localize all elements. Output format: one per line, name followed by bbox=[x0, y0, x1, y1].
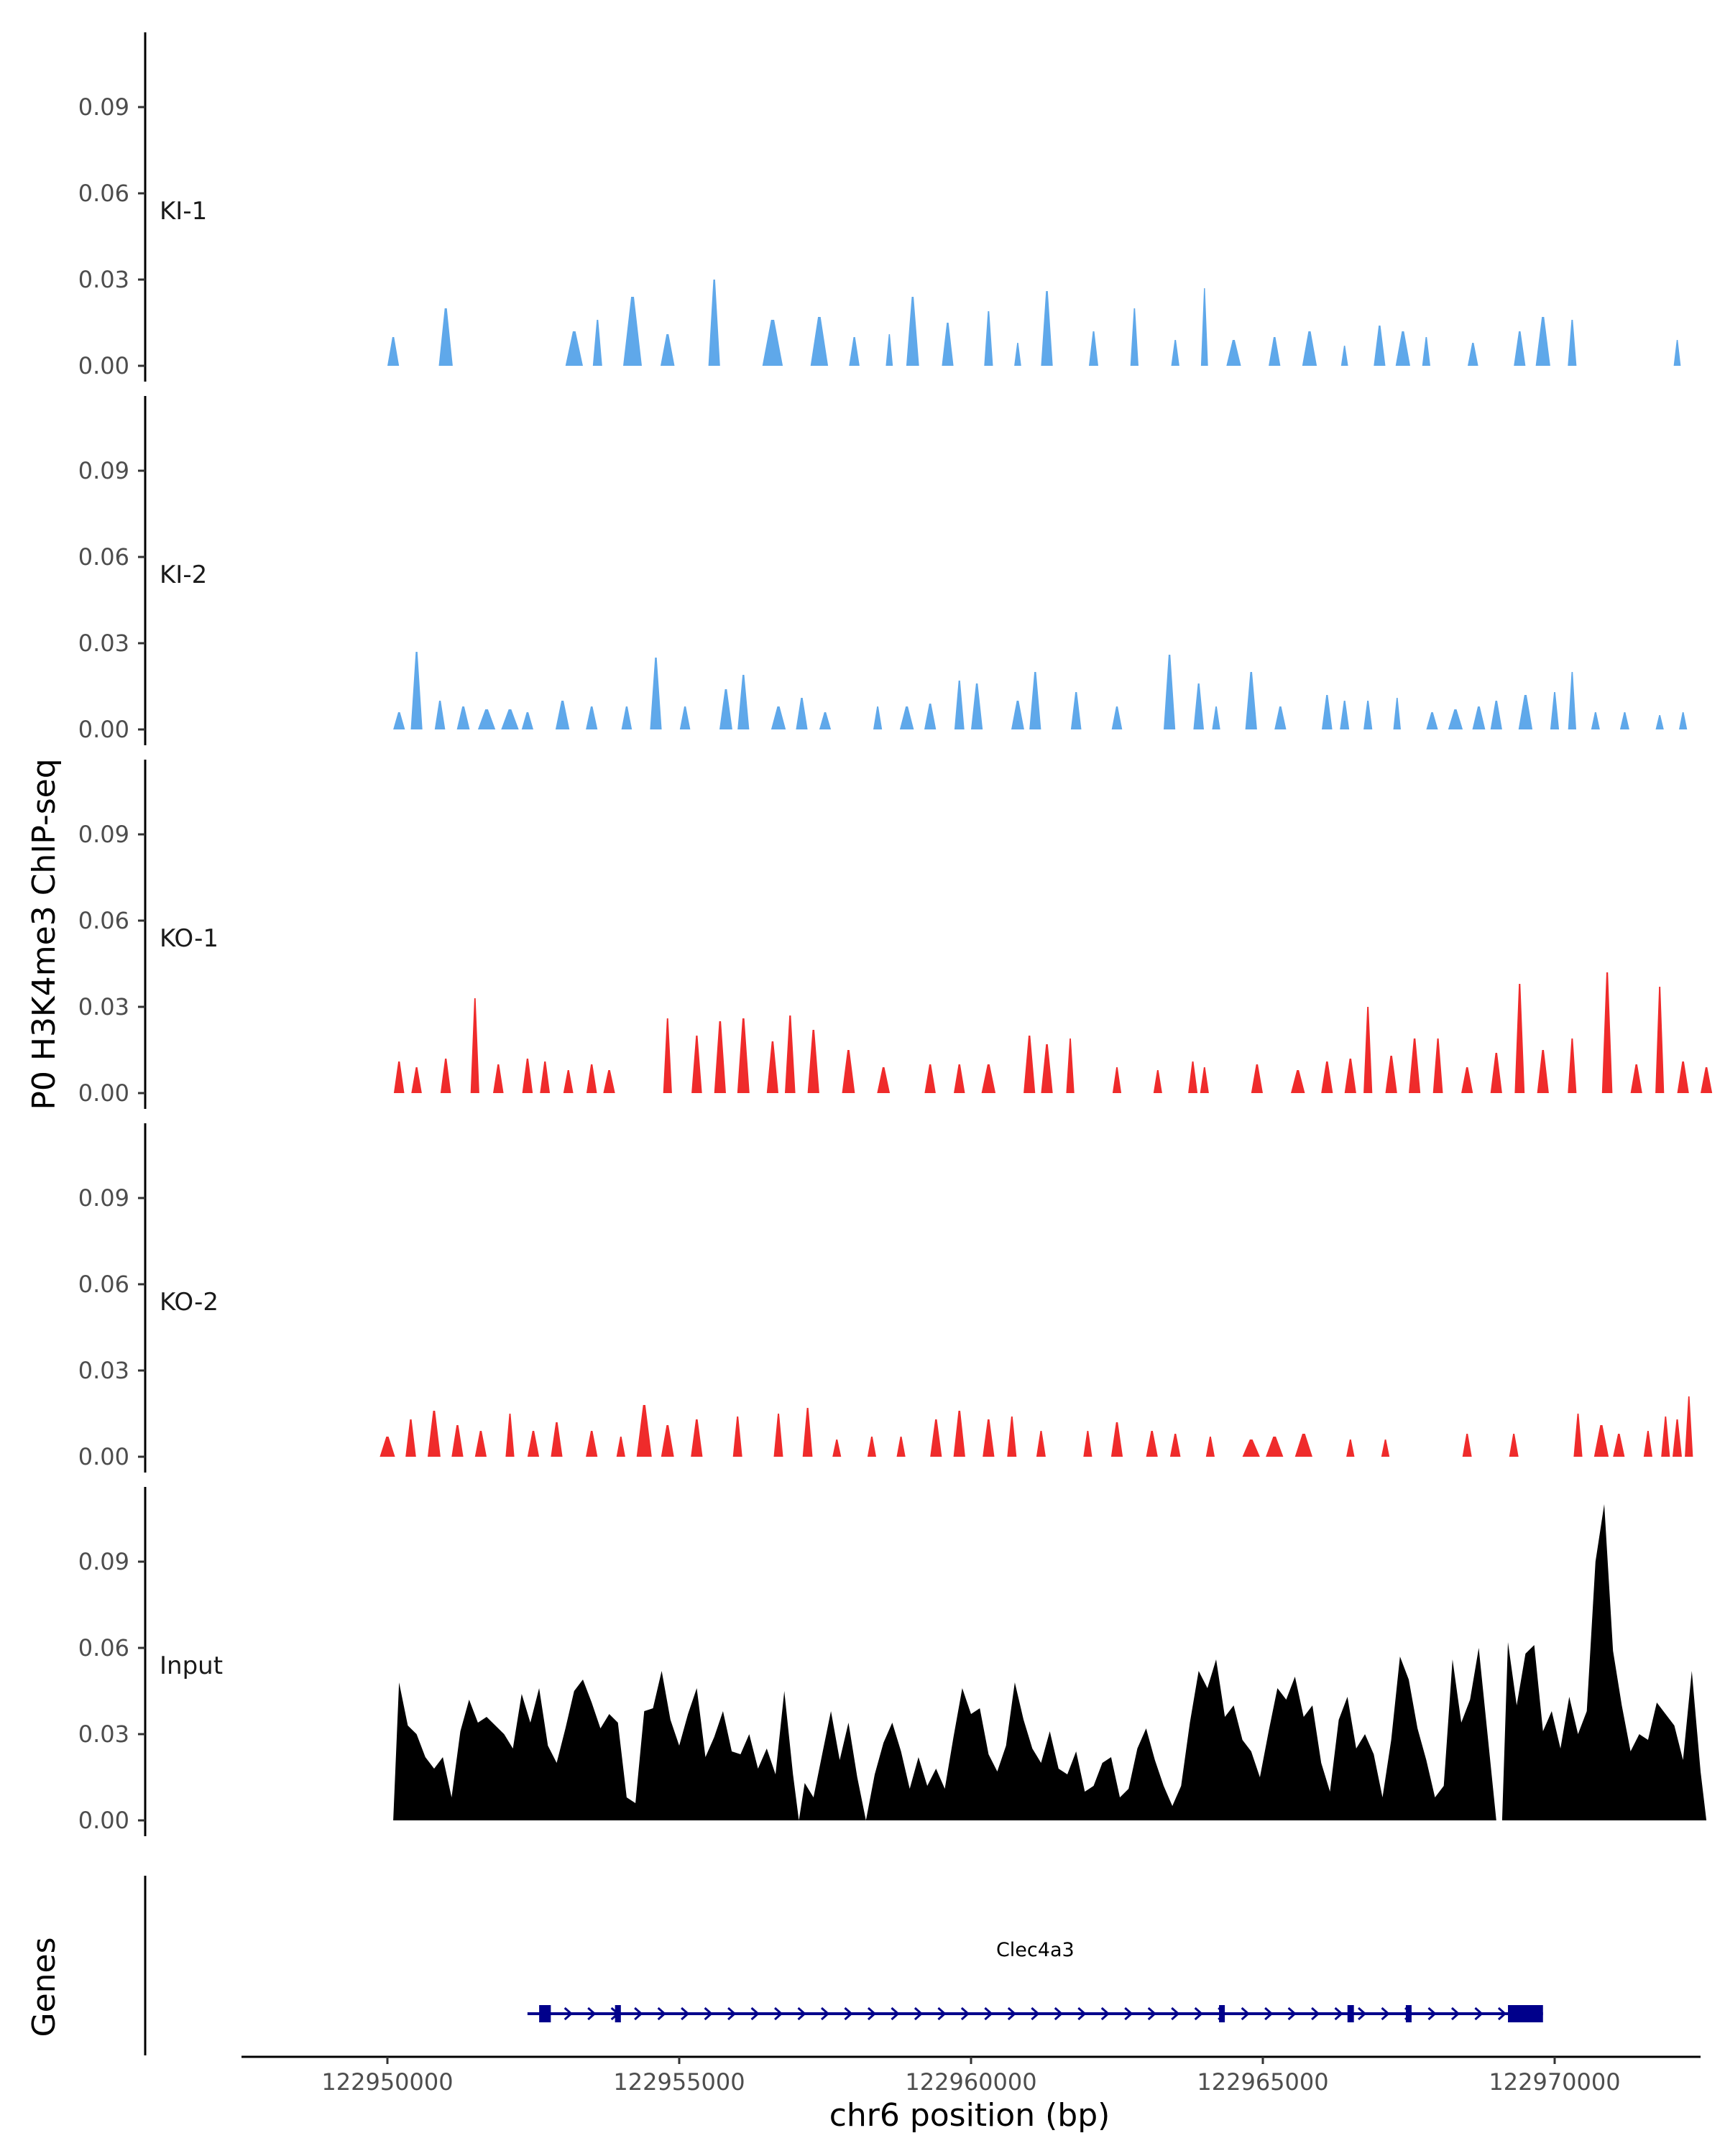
x-tick-label: 122965000 bbox=[1197, 2068, 1328, 2096]
strand-chevron bbox=[564, 2007, 573, 2021]
coverage-area-input bbox=[393, 1504, 1707, 1820]
gene-exon bbox=[539, 2005, 551, 2022]
y-tick-label: 0.00 bbox=[78, 716, 129, 743]
strand-chevron bbox=[681, 2007, 690, 2021]
strand-chevron bbox=[960, 2007, 970, 2021]
coverage-area-ko-2 bbox=[380, 1396, 1693, 1457]
gene-exon bbox=[1347, 2005, 1354, 2022]
y-tick-label: 0.06 bbox=[78, 1634, 129, 1662]
y-axis-title: P0 H3K4me3 ChIP-seq bbox=[26, 758, 63, 1110]
strand-chevron bbox=[914, 2007, 924, 2021]
track-ki-2: 0.00 0.03 0.06 0.09 KI-2 bbox=[78, 396, 1688, 745]
y-tick-label: 0.03 bbox=[78, 993, 129, 1021]
gene-exon bbox=[615, 2005, 621, 2022]
strand-chevron bbox=[1241, 2007, 1250, 2021]
strand-chevron bbox=[750, 2007, 760, 2021]
strand-chevron bbox=[891, 2007, 900, 2021]
coverage-tracks: 0.00 0.03 0.06 0.09 KI-1 0.00 0.03 0.06 0.09 KI-2… bbox=[78, 32, 1713, 1836]
gene-name-label: Clec4a3 bbox=[996, 1939, 1075, 1961]
y-tick-label: 0.00 bbox=[78, 1443, 129, 1470]
strand-chevron bbox=[1147, 2007, 1156, 2021]
strand-chevron bbox=[634, 2007, 643, 2021]
x-tick-label: 122950000 bbox=[321, 2068, 453, 2096]
gene-exon bbox=[1219, 2005, 1225, 2022]
strand-chevron bbox=[1358, 2007, 1367, 2021]
strand-chevron bbox=[1100, 2007, 1110, 2021]
strand-chevron bbox=[1450, 2007, 1460, 2021]
strand-chevron bbox=[984, 2007, 993, 2021]
strand-chevron bbox=[1427, 2007, 1437, 2021]
y-tick-label: 0.03 bbox=[78, 630, 129, 657]
strand-chevron bbox=[1031, 2007, 1040, 2021]
strand-chevron bbox=[1124, 2007, 1133, 2021]
y-tick-label: 0.00 bbox=[78, 352, 129, 379]
y-tick-label: 0.03 bbox=[78, 266, 129, 293]
coverage-area-ko-1 bbox=[393, 972, 1713, 1093]
y-tick-label: 0.09 bbox=[78, 1548, 129, 1575]
y-tick-label: 0.09 bbox=[78, 93, 129, 121]
strand-chevron bbox=[1264, 2007, 1274, 2021]
track-label: Input bbox=[160, 1651, 223, 1680]
x-axis-title: chr6 position (bp) bbox=[829, 2097, 1110, 2134]
y-tick-label: 0.00 bbox=[78, 1807, 129, 1834]
y-tick-label: 0.03 bbox=[78, 1720, 129, 1748]
strand-chevron bbox=[727, 2007, 737, 2021]
strand-chevron bbox=[1287, 2007, 1297, 2021]
coverage-area-ki-1 bbox=[387, 280, 1681, 366]
strand-chevron bbox=[1077, 2007, 1087, 2021]
track-label: KI-2 bbox=[160, 561, 207, 589]
y-tick-label: 0.06 bbox=[78, 907, 129, 934]
y-tick-label: 0.06 bbox=[78, 180, 129, 207]
gene-exon bbox=[1405, 2005, 1412, 2022]
strand-chevron bbox=[1474, 2007, 1484, 2021]
coverage-area-ki-2 bbox=[393, 652, 1688, 729]
strand-chevron bbox=[821, 2007, 830, 2021]
strand-chevron bbox=[1381, 2007, 1390, 2021]
x-tick-label: 122960000 bbox=[905, 2068, 1036, 2096]
strand-chevron bbox=[1497, 2007, 1507, 2021]
strand-chevron bbox=[937, 2007, 947, 2021]
x-tick-label: 122970000 bbox=[1489, 2068, 1620, 2096]
strand-chevron bbox=[774, 2007, 783, 2021]
track-input: 0.00 0.03 0.06 0.09 Input bbox=[78, 1487, 1707, 1836]
strand-chevron bbox=[704, 2007, 713, 2021]
strand-chevron bbox=[1054, 2007, 1064, 2021]
strand-chevron bbox=[1194, 2007, 1203, 2021]
strand-chevron bbox=[587, 2007, 597, 2021]
strand-chevron bbox=[1007, 2007, 1017, 2021]
strand-chevron bbox=[867, 2007, 877, 2021]
track-ko-2: 0.00 0.03 0.06 0.09 KO-2 bbox=[78, 1123, 1693, 1473]
track-ki-1: 0.00 0.03 0.06 0.09 KI-1 bbox=[78, 32, 1681, 382]
y-tick-label: 0.09 bbox=[78, 457, 129, 484]
strand-chevron bbox=[797, 2007, 806, 2021]
strand-chevron bbox=[657, 2007, 666, 2021]
y-tick-label: 0.06 bbox=[78, 543, 129, 571]
y-tick-label: 0.06 bbox=[78, 1271, 129, 1298]
gene-exon bbox=[1508, 2005, 1543, 2022]
track-label: KO-2 bbox=[160, 1288, 218, 1317]
strand-chevron bbox=[844, 2007, 853, 2021]
strand-chevron bbox=[1311, 2007, 1320, 2021]
gene-panel: Clec4a3 bbox=[144, 1876, 1543, 2055]
y-tick-label: 0.00 bbox=[78, 1079, 129, 1107]
track-label: KO-1 bbox=[160, 924, 218, 953]
strand-chevron bbox=[1334, 2007, 1343, 2021]
y-tick-label: 0.09 bbox=[78, 1184, 129, 1212]
x-tick-label: 122955000 bbox=[613, 2068, 745, 2096]
y-tick-label: 0.03 bbox=[78, 1357, 129, 1384]
track-label: KI-1 bbox=[160, 197, 207, 226]
track-ko-1: 0.00 0.03 0.06 0.09 KO-1 bbox=[78, 760, 1713, 1109]
genes-axis-title: Genes bbox=[26, 1937, 63, 2037]
x-axis: 122950000 122955000 122960000 122965000 1229… bbox=[242, 2055, 1701, 2096]
y-tick-label: 0.09 bbox=[78, 821, 129, 848]
strand-chevron bbox=[1171, 2007, 1180, 2021]
